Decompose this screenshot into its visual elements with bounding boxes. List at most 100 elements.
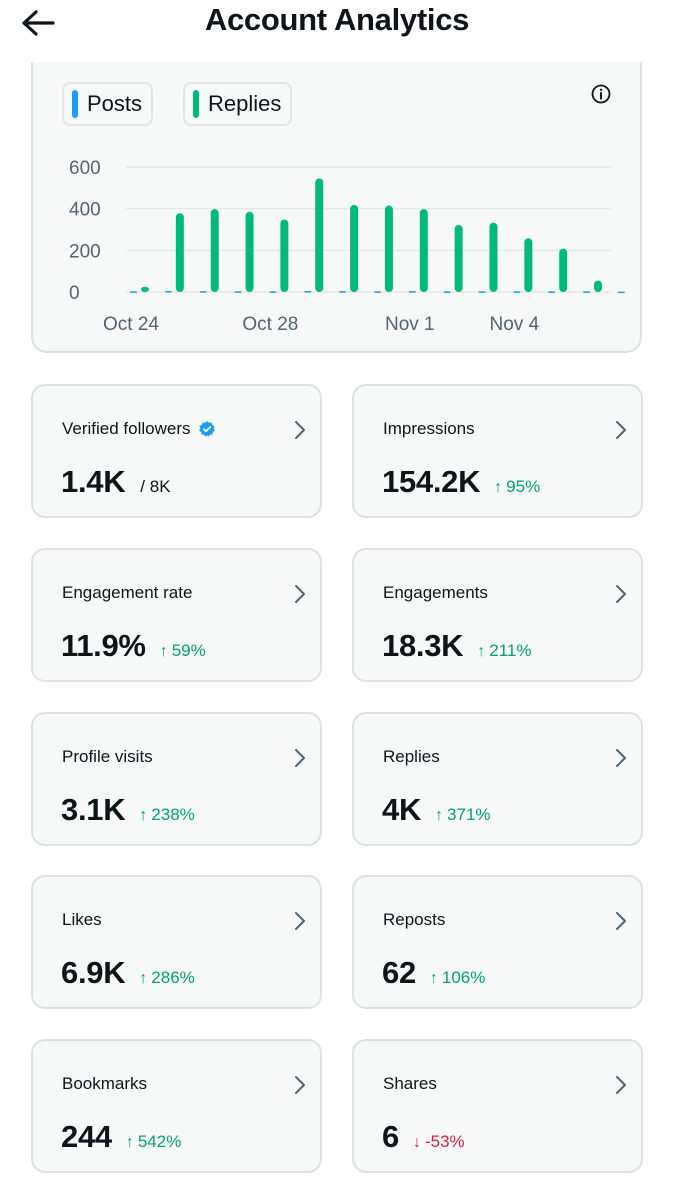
stat-change-value: 238% [151,805,195,824]
stat-card-verified-followers[interactable]: Verified followers 1.4K / 8K [31,384,322,518]
chart-card: Posts Replies 0 200 400 600 Oct 24 Oct 28 Nov … [31,44,642,353]
stat-label: Reposts [383,910,446,929]
stat-card-profile-visits[interactable]: Profile visits 3.1K ↑ 238% [31,712,322,846]
stat-change-value: -53% [424,1132,465,1151]
stat-value-row: 154.2K ↑ 95% [382,464,540,500]
arrow-up-icon: ↑ [125,1134,134,1151]
stat-change-value: 371% [447,805,491,824]
bar-posts [164,290,172,293]
y-tick-label: 0 [69,283,80,304]
stat-change-value: 106% [441,968,486,987]
stat-card-impressions[interactable]: Impressions 154.2K ↑ 95% [352,384,643,518]
stat-card-replies[interactable]: Replies 4K ↑ 371% [352,712,643,846]
bar-posts [234,291,242,293]
stat-value: 244 [61,1119,112,1154]
stat-card-likes[interactable]: Likes 6.9K ↑ 286% [31,875,322,1009]
stat-change: ↑ 211% [477,641,531,661]
stat-label: Replies [383,747,440,766]
stat-card-reposts[interactable]: Reposts 62 ↑ 106% [352,875,643,1009]
stat-card-shares[interactable]: Shares 6 ↓ -53% [352,1039,643,1173]
stat-value: 6.9K [61,955,126,990]
stat-change: ↑ 59% [160,641,206,661]
stat-value: 1.4K [61,464,126,499]
engagement-chart: 0 200 400 600 Oct 24 Oct 28 Nov 1 Nov 4 [69,158,625,335]
stat-value: 18.3K [382,628,464,663]
bar-replies [350,204,359,292]
legend-replies-swatch [193,90,199,118]
bar-replies [454,224,463,292]
chevron-right-icon [295,1076,305,1094]
chevron-right-icon [616,912,626,930]
bar-replies [384,205,393,292]
chevron-right-icon [616,585,626,603]
stat-card-engagements[interactable]: Engagements 18.3K ↑ 211% [352,548,643,682]
bar-posts [478,291,486,293]
stat-change: ↓ -53% [413,1132,465,1152]
arrow-left-icon [22,10,55,36]
stat-change-value: 286% [151,968,195,987]
info-icon[interactable] [589,82,613,106]
stat-value: 4K [382,792,422,827]
bar-replies [280,219,289,292]
stat-value-row: 244 ↑ 542% [61,1119,181,1155]
y-tick-label: 400 [69,200,101,221]
bar-posts [548,291,556,293]
stat-label: Impressions [383,419,475,438]
bar-replies [559,248,568,292]
arrow-down-icon: ↓ [412,1134,421,1151]
stat-change-value: 542% [137,1132,182,1151]
stat-value-row: 11.9% ↑ 59% [61,628,206,664]
bar-posts [373,291,381,293]
arrow-up-icon: ↑ [435,807,444,824]
stat-label: Bookmarks [62,1074,148,1093]
stat-label: Shares [383,1074,437,1093]
y-tick-label: 200 [69,241,101,262]
stat-value-row: 6 ↓ -53% [382,1119,465,1155]
arrow-up-icon: ↑ [139,970,148,987]
bar-replies [175,213,184,292]
bar-posts [513,291,521,293]
stat-card-bookmarks[interactable]: Bookmarks 244 ↑ 542% [31,1039,322,1173]
bar-posts [617,291,625,294]
stat-label: Engagement rate [62,583,193,602]
bar-replies [594,280,603,292]
bar-replies [245,211,254,292]
stat-value-row: 18.3K ↑ 211% [382,628,531,664]
chevron-right-icon [295,749,305,767]
arrow-up-icon: ↑ [477,643,486,660]
page-title: Account Analytics [204,2,470,37]
bar-posts [304,290,312,293]
stat-value: 3.1K [61,792,126,827]
bar-posts [269,291,277,293]
chevron-right-icon [295,912,305,930]
stat-value-row: 62 ↑ 106% [382,955,485,991]
stat-change-value: 95% [506,477,541,496]
stat-change: ↑ 95% [494,477,540,497]
bar-posts [583,291,591,293]
chevron-right-icon [616,421,626,439]
back-button[interactable] [18,5,58,41]
arrow-up-icon: ↑ [159,643,168,660]
bar-posts [339,291,347,293]
bar-posts [443,291,451,293]
arrow-up-icon: ↑ [429,970,438,987]
stat-change-value: 59% [171,641,206,660]
stat-change: ↑ 542% [126,1132,181,1152]
y-tick-label: 600 [69,158,101,179]
bar-posts [199,291,207,293]
legend-replies-toggle[interactable]: Replies [183,82,293,126]
stat-change: ↑ 238% [139,805,194,825]
legend-posts-swatch [72,90,78,118]
legend-posts-label: Posts [87,91,143,116]
bar-posts [408,291,416,293]
arrow-up-icon: ↑ [494,479,503,496]
top-bar: Account Analytics [0,0,674,62]
legend-posts-toggle[interactable]: Posts [62,82,154,126]
stat-label: Engagements [383,583,488,602]
stat-card-engagement-rate[interactable]: Engagement rate 11.9% ↑ 59% [31,548,322,682]
stat-change: ↑ 106% [430,968,485,988]
x-tick-label: Oct 28 [242,314,298,335]
x-tick-label: Nov 1 [385,314,435,335]
arrow-up-icon: ↑ [139,807,148,824]
stat-label: Verified followers [62,419,216,439]
